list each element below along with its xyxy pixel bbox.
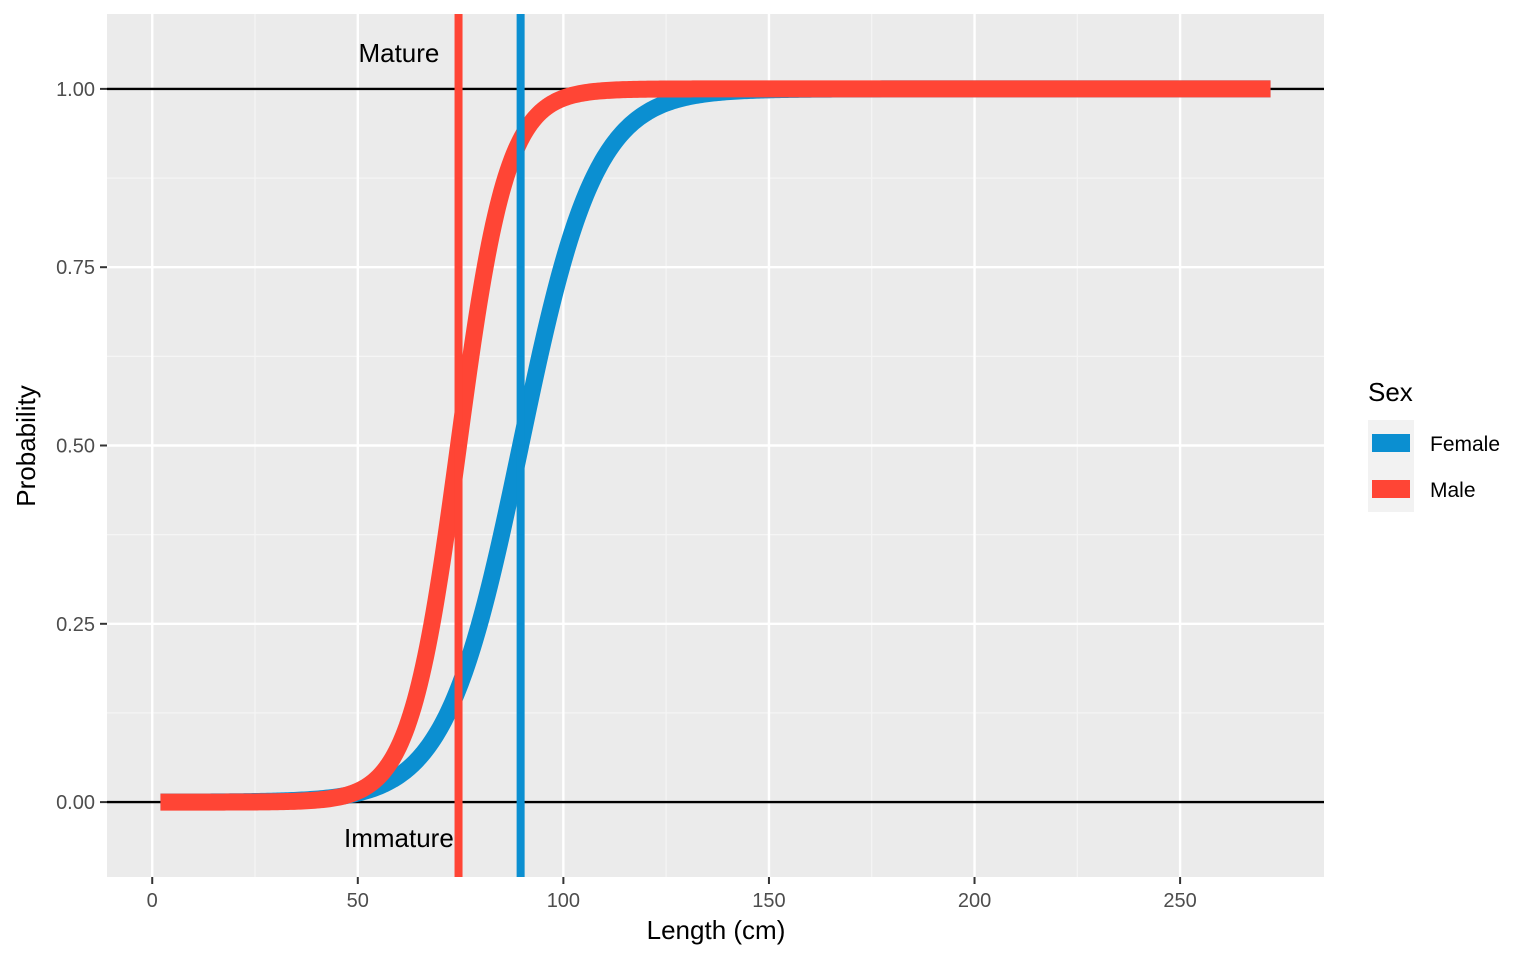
annotations: Mature Immature	[344, 38, 454, 853]
x-tick-label: 150	[752, 890, 785, 912]
x-tick-label: 0	[147, 890, 158, 912]
legend-key-male	[1372, 480, 1410, 498]
legend-label-male: Male	[1430, 479, 1476, 502]
series-line-male	[154, 80, 1277, 811]
x-tick-label: 200	[958, 890, 991, 912]
x-tick-label: 50	[347, 890, 369, 912]
y-tick-label: 1.00	[56, 79, 95, 101]
l50-vlines	[454, 14, 525, 877]
y-axis: 0.00 0.25 0.50 0.75 1.00	[56, 79, 107, 814]
y-tick-label: 0.00	[56, 792, 95, 814]
y-tick-label: 0.50	[56, 436, 95, 458]
legend: Sex Female Male	[1368, 377, 1500, 512]
annotation-mature: Mature	[358, 38, 439, 68]
legend-key-background	[1368, 420, 1414, 512]
x-axis: 0 50 100 150 200 250	[147, 877, 1197, 912]
annotation-immature: Immature	[344, 823, 454, 853]
x-tick-label: 100	[547, 890, 580, 912]
x-tick-label: 250	[1163, 890, 1196, 912]
series-lines	[154, 80, 1277, 811]
y-tick-label: 0.25	[56, 614, 95, 636]
x-axis-title: Length (cm)	[647, 915, 786, 945]
y-tick-label: 0.75	[56, 257, 95, 279]
y-axis-title: Probability	[11, 385, 41, 506]
legend-key-female	[1372, 434, 1410, 452]
legend-title: Sex	[1368, 377, 1413, 407]
legend-label-female: Female	[1430, 433, 1500, 456]
